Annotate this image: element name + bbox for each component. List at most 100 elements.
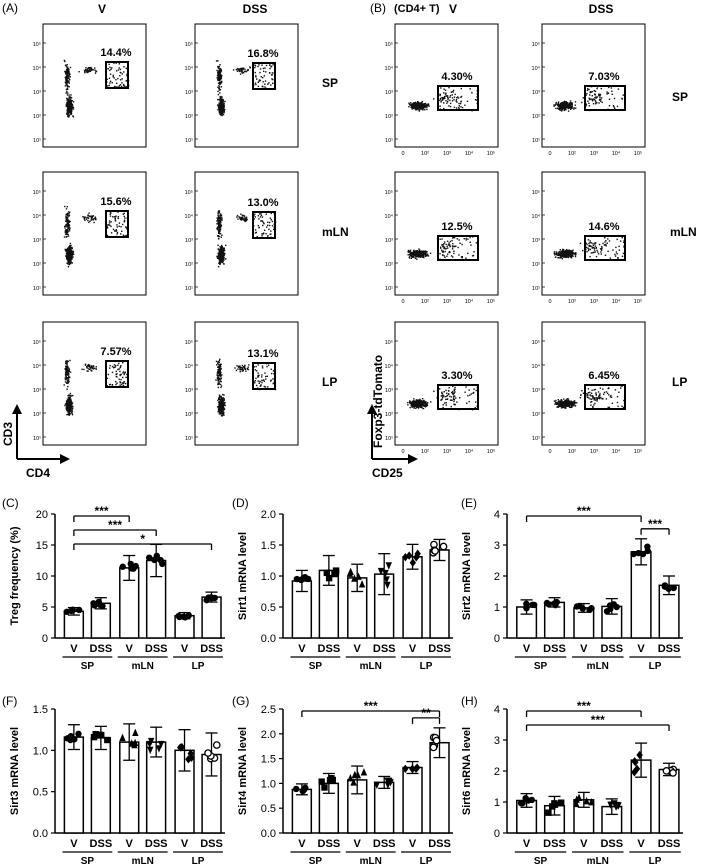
flow-event (448, 244, 450, 246)
flow-event (217, 216, 220, 218)
flow-event (218, 252, 220, 254)
flow-event (125, 80, 128, 82)
flow-event (417, 108, 420, 111)
flow-event (220, 108, 222, 110)
flow-event (420, 255, 422, 258)
flow-event (69, 79, 71, 81)
flow-event (555, 253, 558, 255)
flow-event (65, 104, 67, 106)
flow-event (271, 72, 274, 74)
flow-event (222, 412, 225, 415)
flow-event (407, 401, 409, 404)
flow-event (586, 92, 588, 95)
column-header-b-v: V (449, 2, 457, 16)
flow-event (117, 216, 119, 218)
flow-event (419, 252, 421, 254)
flow-event (425, 255, 427, 257)
flow-event (443, 102, 445, 104)
y-tick-label: 10¹ (385, 286, 393, 292)
flow-event (560, 106, 562, 108)
flow-event (68, 115, 70, 117)
flow-event (218, 262, 220, 264)
flow-event (66, 255, 68, 257)
flow-event (600, 98, 602, 101)
flow-event (560, 108, 562, 110)
flow-event (220, 380, 222, 383)
flow-event (65, 81, 68, 83)
flow-event (458, 106, 460, 109)
flow-event (263, 70, 265, 72)
flow-event (218, 370, 221, 373)
flow-event (589, 94, 591, 96)
flow-event (116, 382, 118, 384)
flow-event (622, 94, 624, 96)
flow-event (618, 245, 620, 248)
flow-event (64, 64, 67, 66)
flow-event (257, 65, 259, 68)
flow-event (217, 366, 219, 368)
flow-event (453, 389, 456, 392)
flow-event (411, 104, 413, 106)
y-tick-label: 10¹ (185, 138, 193, 144)
flow-event (559, 257, 561, 259)
flow-event (567, 110, 570, 112)
flow-event (217, 60, 219, 62)
flow-event (120, 383, 123, 386)
flow-event (441, 99, 444, 101)
flow-event (559, 105, 562, 107)
flow-event (421, 101, 423, 104)
flow-event (238, 69, 240, 72)
flow-event (66, 83, 68, 85)
flow-event-dots (553, 236, 626, 261)
flow-event (573, 107, 575, 109)
gate-percentage: 7.03% (588, 71, 619, 83)
y-tick-label: 10² (185, 262, 193, 268)
flow-event (561, 253, 563, 255)
flow-event (407, 404, 409, 406)
flow-event (594, 96, 596, 99)
flow-event (592, 244, 595, 246)
flow-event (247, 368, 250, 371)
flow-event (556, 107, 559, 109)
flow-event (217, 362, 219, 364)
flow-event (218, 228, 221, 230)
flow-event (71, 103, 73, 106)
flow-event (86, 216, 88, 219)
flow-event (218, 86, 221, 88)
flow-event (418, 106, 420, 108)
flow-event (222, 259, 224, 262)
flow-event (107, 85, 109, 87)
flow-event (612, 249, 614, 251)
flow-event (220, 74, 222, 77)
flow-event (472, 392, 474, 394)
flow-event (441, 398, 443, 400)
flow-event (446, 245, 448, 248)
flow-event (69, 392, 72, 395)
flow-event (244, 368, 247, 370)
flow-event (114, 217, 116, 220)
flow-event (241, 370, 243, 372)
y-tick-label: 10⁴ (33, 65, 42, 72)
flow-event (563, 251, 565, 253)
flow-event (218, 413, 221, 415)
flow-event (117, 368, 119, 371)
flow-event (223, 399, 225, 402)
flow-event (415, 107, 417, 109)
flow-event (413, 253, 416, 256)
flow-event (220, 68, 222, 70)
flow-event (246, 218, 248, 221)
flow-event (579, 242, 582, 245)
flow-event (221, 218, 223, 220)
flow-event (217, 78, 219, 81)
flow-event (464, 104, 466, 106)
flow-event (473, 391, 475, 394)
flow-event (109, 80, 112, 82)
flow-event (94, 67, 96, 69)
flow-event (418, 401, 420, 403)
flow-event (439, 93, 441, 96)
flow-event (118, 222, 121, 224)
flow-event (254, 229, 257, 231)
flow-event (588, 242, 590, 245)
flow-event (106, 227, 109, 229)
flow-event (218, 401, 220, 403)
